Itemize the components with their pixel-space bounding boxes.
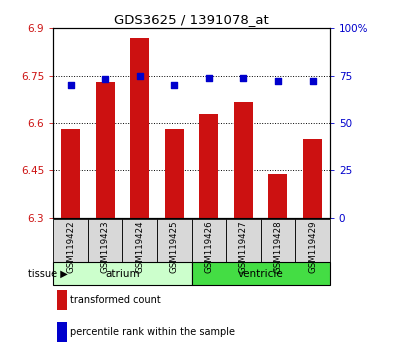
FancyBboxPatch shape — [295, 219, 330, 262]
Bar — [130, 38, 149, 218]
Text: percentile rank within the sample: percentile rank within the sample — [70, 327, 235, 337]
Bar — [199, 114, 218, 218]
Text: GSM119428: GSM119428 — [273, 220, 282, 273]
Text: atrium: atrium — [105, 269, 140, 279]
Bar — [269, 173, 288, 218]
FancyBboxPatch shape — [122, 219, 157, 262]
Point — [275, 79, 281, 84]
Text: GSM119426: GSM119426 — [204, 220, 213, 273]
Text: GSM119422: GSM119422 — [66, 220, 75, 273]
Bar — [234, 103, 253, 218]
FancyBboxPatch shape — [192, 262, 330, 285]
Text: tissue ▶: tissue ▶ — [28, 269, 68, 279]
Text: GSM119425: GSM119425 — [170, 220, 179, 273]
Text: ventricle: ventricle — [238, 269, 284, 279]
Text: GSM119427: GSM119427 — [239, 220, 248, 273]
FancyBboxPatch shape — [192, 219, 226, 262]
Title: GDS3625 / 1391078_at: GDS3625 / 1391078_at — [114, 13, 269, 26]
FancyBboxPatch shape — [226, 219, 261, 262]
FancyBboxPatch shape — [88, 219, 122, 262]
FancyBboxPatch shape — [157, 219, 192, 262]
FancyBboxPatch shape — [261, 219, 295, 262]
Point — [68, 82, 74, 88]
Bar — [96, 82, 115, 218]
Point — [309, 79, 316, 84]
FancyBboxPatch shape — [53, 219, 88, 262]
Bar — [303, 139, 322, 218]
Text: GSM119423: GSM119423 — [101, 220, 110, 273]
Text: transformed count: transformed count — [70, 295, 161, 305]
Point — [171, 82, 177, 88]
Point — [206, 75, 212, 80]
Bar — [61, 129, 80, 218]
FancyBboxPatch shape — [53, 262, 192, 285]
Point — [240, 75, 246, 80]
Bar — [165, 129, 184, 218]
Point — [137, 73, 143, 79]
Point — [102, 76, 108, 82]
Text: GSM119429: GSM119429 — [308, 220, 317, 273]
Text: GSM119424: GSM119424 — [135, 220, 144, 273]
